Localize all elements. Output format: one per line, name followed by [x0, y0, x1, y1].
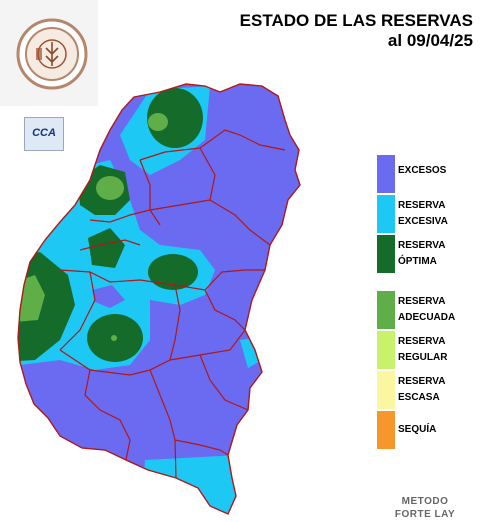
- reserve-zones: [18, 84, 300, 514]
- method-line-1: METODO: [401, 496, 449, 507]
- legend-item-reserva-excesiva: RESERVA EXCESIVA: [377, 195, 467, 235]
- legend-item-reserva-adecuada: RESERVA ADECUADA: [377, 291, 467, 331]
- map-date: al 09/04/25: [387, 31, 473, 50]
- legend-swatch: [377, 411, 395, 449]
- legend-label: RESERVA ADECUADA: [398, 296, 456, 323]
- legend-label: EXCESOS: [398, 165, 447, 176]
- method-line-2: FORTE LAY: [394, 509, 456, 520]
- map-title: ESTADO DE LAS RESERVAS: [239, 11, 473, 30]
- zone-optima-west-1: [88, 228, 125, 268]
- legend-item-sequia: SEQUÍA: [377, 411, 467, 451]
- zone-adecuada-north: [148, 113, 168, 131]
- legend-label: RESERVA REGULAR: [398, 336, 448, 363]
- zone-optima-north: [147, 88, 203, 148]
- zone-adecuada-northwest: [96, 176, 124, 200]
- cca-badge: CCA: [24, 117, 64, 151]
- department-borders: [17, 83, 301, 515]
- legend-item-reserva-optima: RESERVA ÓPTIMA: [377, 235, 467, 275]
- zone-excesos-inner: [92, 285, 125, 308]
- legend-swatch: [377, 331, 395, 369]
- legend-swatch: [377, 195, 395, 233]
- zone-adecuada-south: [111, 335, 117, 341]
- legend: EXCESOS RESERVA EXCESIVA RESERVA ÓPTIMA …: [377, 155, 467, 451]
- method-label: METODO FORTE LAY: [393, 495, 457, 521]
- legend-label: RESERVA ESCASA: [398, 376, 446, 403]
- legend-swatch: [377, 235, 395, 273]
- legend-item-excesos: EXCESOS: [377, 155, 467, 195]
- legend-swatch: [377, 371, 395, 409]
- legend-swatch: [377, 155, 395, 193]
- legend-label: RESERVA EXCESIVA: [398, 200, 448, 227]
- bolsa-cereales-seal-icon: [16, 18, 88, 90]
- legend-label: RESERVA ÓPTIMA: [398, 240, 446, 267]
- legend-swatch: [377, 291, 395, 329]
- legend-item-reserva-escasa: RESERVA ESCASA: [377, 371, 467, 411]
- legend-label: SEQUÍA: [398, 424, 437, 435]
- zone-optima-center: [148, 254, 198, 290]
- logo-panel: [0, 0, 98, 106]
- legend-item-reserva-regular: RESERVA REGULAR: [377, 331, 467, 371]
